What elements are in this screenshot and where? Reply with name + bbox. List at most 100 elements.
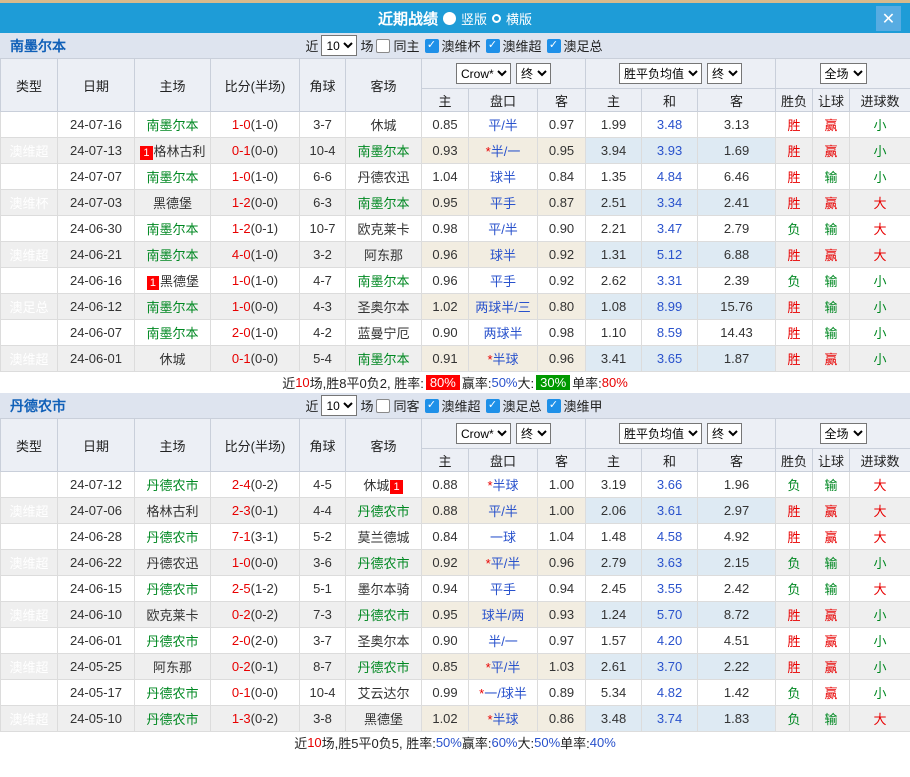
crow-home-odds-cell: 0.92: [421, 549, 469, 576]
handicap-cell: 平/半: [468, 497, 538, 524]
handicap-change-star: *: [485, 660, 491, 675]
col-let-header: 让球: [812, 88, 851, 112]
same-venue-label: 同主: [393, 39, 420, 54]
handicap-change-star: *: [485, 556, 491, 571]
league-checkbox[interactable]: ✓: [546, 38, 561, 53]
result-wdl-cell: 负: [775, 215, 814, 242]
crow-home-odds-cell: 0.88: [421, 471, 469, 498]
handicap-cell: *一/球半: [468, 679, 538, 706]
avg-away-cell: 2.97: [697, 497, 777, 524]
result-goals-cell: 大: [849, 241, 910, 268]
home-team-name: 南墨尔本: [146, 118, 199, 133]
avg-odds-select[interactable]: 胜平负均值: [619, 423, 703, 444]
match-count-select[interactable]: 10: [321, 35, 358, 56]
league-label: 澳足总: [502, 399, 542, 414]
corner-cell: 6-6: [299, 163, 346, 190]
away-team-name: 阿东那: [363, 248, 403, 263]
result-wdl-cell: 胜: [775, 241, 814, 268]
away-team-cell: 墨尔本骑: [345, 575, 422, 602]
avg-home-cell: 3.19: [585, 471, 643, 498]
avg-home-cell: 1.31: [585, 241, 643, 268]
league-checkbox[interactable]: ✓: [546, 398, 561, 413]
handicap-cell: 平手: [468, 575, 538, 602]
date-cell: 24-06-10: [57, 601, 135, 628]
corner-cell: 10-4: [299, 137, 346, 164]
home-team-name: 黑德堡: [160, 274, 200, 289]
home-team-name: 南墨尔本: [146, 170, 199, 185]
fulltime-score: 2-5: [231, 581, 251, 596]
radio-vertical-selected-icon[interactable]: [442, 11, 456, 25]
avg-away-cell: 1.69: [697, 137, 777, 164]
away-team-name: 丹德农市: [357, 660, 410, 675]
same-venue-checkbox[interactable]: [376, 38, 391, 53]
fullmatch-select[interactable]: 全场: [819, 63, 867, 84]
title-bar: 近期战绩 竖版 横版 ✕: [0, 3, 910, 33]
fullmatch-select[interactable]: 全场: [819, 423, 867, 444]
avg-home-cell: 1.99: [585, 111, 643, 138]
avg-away-cell: 2.22: [697, 653, 777, 680]
score-cell: 1-2(0-1): [210, 215, 300, 242]
fulltime-score: 4-0: [231, 247, 251, 262]
fulltime-score: 1-0: [231, 169, 251, 184]
view-mode-vertical[interactable]: 竖版: [460, 11, 487, 27]
fulltime-score: 2-4: [231, 477, 251, 492]
red-card-badge: 1: [140, 146, 153, 160]
avg-draw-cell: 3.93: [641, 137, 699, 164]
same-venue-label: 同客: [393, 399, 420, 414]
home-team-name: 丹德农迅: [146, 556, 199, 571]
red-card-badge: 1: [390, 480, 403, 494]
away-team-cell: 圣奥尔本: [345, 627, 422, 654]
away-team-name: 圣奥尔本: [357, 300, 410, 315]
col-handicap-header: 盘口: [468, 88, 538, 112]
crow-away-odds-cell: 0.84: [536, 163, 587, 190]
avg-away-cell: 1.42: [697, 679, 777, 706]
result-goals-cell: 大: [849, 471, 910, 498]
fulltime-score: 1-0: [231, 299, 251, 314]
halftime-score: (3-1): [250, 529, 279, 544]
type-cell: 澳维超: [0, 523, 58, 550]
type-cell: 澳维超: [0, 345, 58, 372]
unit-label: 场: [360, 39, 374, 54]
results-table-home: 类型 日期 主场 比分(半场) 角球 客场 Crow* 终 胜平负均值 终 全场…: [0, 58, 910, 372]
halftime-score: (2-0): [250, 633, 279, 648]
date-cell: 24-07-16: [57, 111, 135, 138]
home-team-cell: 休城: [134, 345, 211, 372]
avg-home-cell: 1.10: [585, 319, 643, 346]
avg-odds-select[interactable]: 胜平负均值: [619, 63, 703, 84]
league-checkbox[interactable]: ✓: [485, 398, 500, 413]
result-wdl-cell: 胜: [775, 497, 814, 524]
score-cell: 2-0(2-0): [210, 627, 300, 654]
avg-away-cell: 1.83: [697, 705, 777, 732]
halftime-score: (1-0): [250, 247, 279, 262]
view-mode-horizontal[interactable]: 横版: [506, 11, 533, 27]
handicap-cell: *平/半: [468, 653, 538, 680]
league-label: 澳维超: [502, 39, 542, 54]
home-team-cell: 南墨尔本: [134, 111, 211, 138]
avg-stage-select[interactable]: 终: [707, 423, 743, 444]
avg-away-cell: 2.15: [697, 549, 777, 576]
home-team-name: 丹德农市: [146, 712, 199, 727]
result-handicap-cell: 赢: [812, 137, 851, 164]
col-goals-header: 进球数: [849, 448, 910, 472]
table-row: 澳维超 24-05-10 丹德农市 1-3(0-2) 3-8 黑德堡 1.02 *半球 0.86…: [0, 705, 910, 732]
league-checkbox[interactable]: ✓: [424, 398, 439, 413]
handicap-value: 平手: [489, 274, 516, 289]
table-row: 澳维超 24-07-06 格林古利 2-3(0-1) 4-4 丹德农市 0.88 平/半 1.0…: [0, 497, 910, 524]
bookmaker-select[interactable]: Crow*: [456, 423, 512, 444]
avg-draw-cell: 4.82: [641, 679, 699, 706]
odds-stage-select[interactable]: 终: [516, 423, 552, 444]
same-venue-checkbox[interactable]: [376, 398, 391, 413]
match-count-select[interactable]: 10: [321, 395, 358, 416]
close-button[interactable]: ✕: [876, 6, 901, 31]
league-checkbox[interactable]: ✓: [485, 38, 500, 53]
crow-home-odds-cell: 1.02: [421, 293, 469, 320]
bookmaker-select[interactable]: Crow*: [456, 63, 512, 84]
result-wdl-cell: 负: [775, 575, 814, 602]
odds-stage-select[interactable]: 终: [516, 63, 552, 84]
radio-horizontal-icon[interactable]: [492, 13, 501, 23]
league-checkbox[interactable]: ✓: [424, 38, 439, 53]
avg-away-cell: 4.51: [697, 627, 777, 654]
result-handicap-cell: 输: [812, 471, 851, 498]
type-cell: 澳维超: [0, 163, 58, 190]
avg-stage-select[interactable]: 终: [707, 63, 743, 84]
